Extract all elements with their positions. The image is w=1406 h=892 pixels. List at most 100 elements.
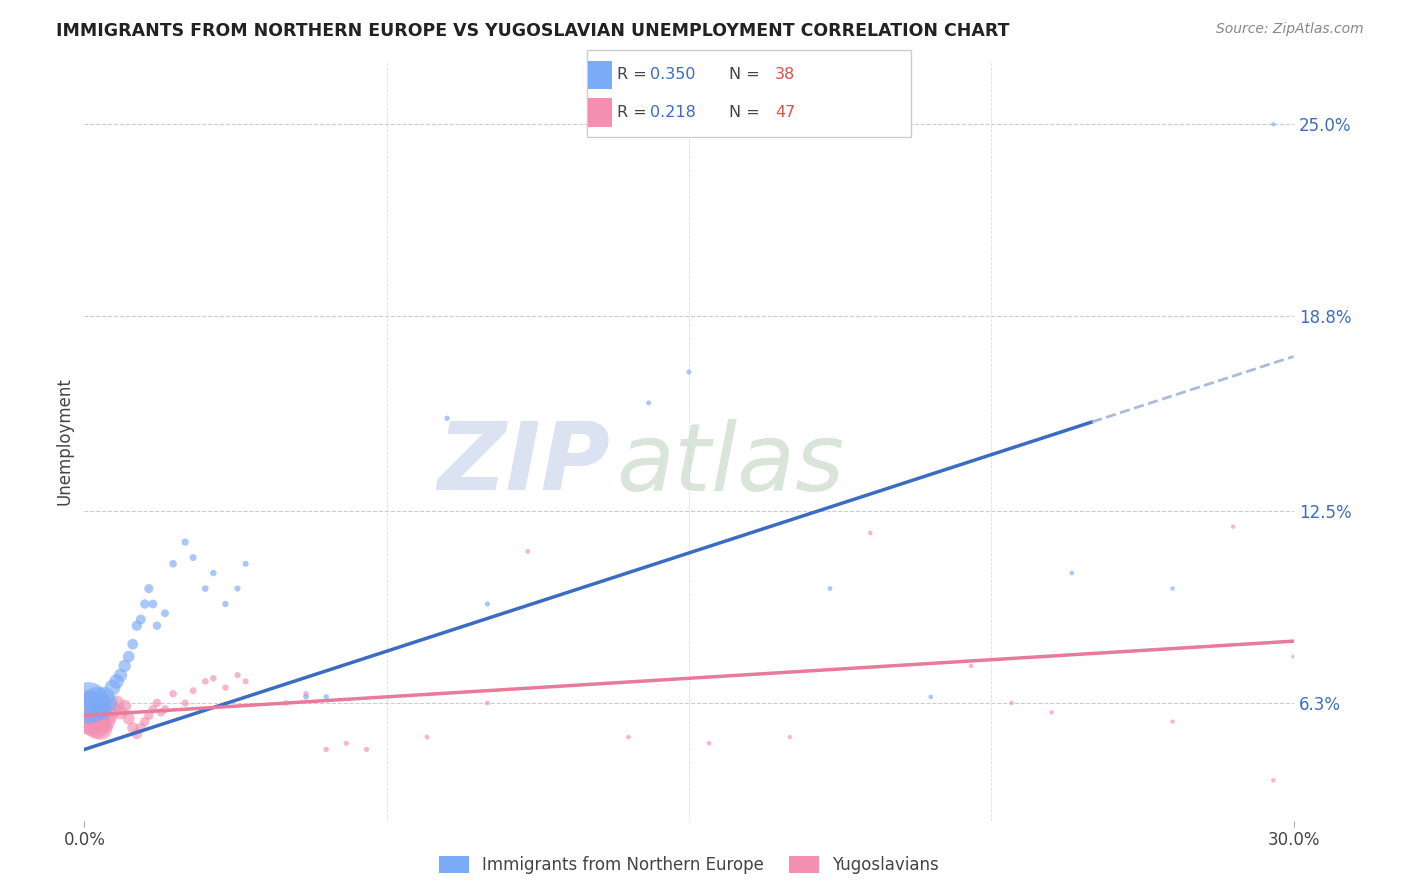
Point — [125, 727, 148, 741]
Point — [226, 582, 249, 596]
Point — [235, 557, 257, 571]
Point — [274, 696, 297, 710]
Point — [138, 582, 160, 596]
Point — [162, 557, 184, 571]
Point — [89, 721, 111, 735]
Point — [1161, 714, 1184, 729]
Point — [101, 702, 124, 716]
Point — [129, 612, 152, 626]
Point — [859, 525, 882, 540]
Point — [86, 693, 108, 707]
Point — [118, 712, 141, 726]
Text: N =: N = — [728, 68, 765, 82]
Point — [105, 674, 128, 689]
Point — [960, 659, 983, 673]
Text: Source: ZipAtlas.com: Source: ZipAtlas.com — [1216, 22, 1364, 37]
Point — [129, 721, 152, 735]
Point — [86, 717, 108, 731]
Point — [416, 730, 439, 744]
Y-axis label: Unemployment: Unemployment — [55, 377, 73, 506]
Point — [697, 736, 720, 750]
Point — [121, 721, 143, 735]
Point — [226, 668, 249, 682]
Point — [194, 674, 217, 689]
Point — [315, 742, 337, 756]
Point — [194, 582, 217, 596]
Point — [118, 649, 141, 664]
Text: R =: R = — [616, 68, 651, 82]
Text: R =: R = — [616, 105, 651, 120]
Point — [101, 681, 124, 695]
Point — [315, 690, 337, 704]
Point — [181, 550, 204, 565]
Point — [146, 696, 169, 710]
Point — [134, 714, 156, 729]
Point — [134, 597, 156, 611]
Point — [181, 683, 204, 698]
FancyBboxPatch shape — [589, 61, 612, 89]
Point — [1263, 773, 1285, 788]
Point — [214, 597, 236, 611]
Point — [295, 690, 318, 704]
Point — [110, 668, 132, 682]
Point — [174, 535, 197, 549]
Text: 38: 38 — [775, 68, 796, 82]
Point — [121, 637, 143, 651]
Point — [114, 659, 136, 673]
Point — [436, 411, 458, 425]
Text: 0.350: 0.350 — [650, 68, 695, 82]
Text: IMMIGRANTS FROM NORTHERN EUROPE VS YUGOSLAVIAN UNEMPLOYMENT CORRELATION CHART: IMMIGRANTS FROM NORTHERN EUROPE VS YUGOS… — [56, 22, 1010, 40]
FancyBboxPatch shape — [589, 98, 612, 127]
Point — [295, 687, 318, 701]
Point — [678, 365, 700, 379]
Point — [153, 607, 176, 621]
Point — [162, 687, 184, 701]
Point — [153, 702, 176, 716]
Point — [97, 708, 120, 723]
Point — [202, 566, 225, 580]
Text: 0.218: 0.218 — [650, 105, 696, 120]
Point — [1060, 566, 1083, 580]
Text: atlas: atlas — [616, 418, 845, 510]
Point — [174, 696, 197, 710]
Point — [335, 736, 357, 750]
Point — [110, 706, 132, 720]
Point — [477, 597, 499, 611]
Point — [1263, 117, 1285, 131]
Point — [214, 681, 236, 695]
Point — [1000, 696, 1022, 710]
Point — [77, 696, 100, 710]
FancyBboxPatch shape — [586, 50, 911, 137]
Text: 47: 47 — [775, 105, 796, 120]
Point — [149, 706, 172, 720]
Point — [1222, 519, 1244, 533]
Point — [77, 706, 100, 720]
Legend: Immigrants from Northern Europe, Yugoslavians: Immigrants from Northern Europe, Yugosla… — [432, 849, 946, 880]
Point — [82, 712, 104, 726]
Point — [125, 618, 148, 632]
Point — [138, 708, 160, 723]
Point — [142, 702, 165, 716]
Point — [114, 699, 136, 714]
Point — [202, 671, 225, 685]
Point — [89, 702, 111, 716]
Point — [142, 597, 165, 611]
Point — [516, 544, 538, 558]
Point — [920, 690, 942, 704]
Point — [97, 696, 120, 710]
Point — [356, 742, 378, 756]
Text: N =: N = — [728, 105, 765, 120]
Point — [779, 730, 801, 744]
Point — [1040, 706, 1063, 720]
Point — [637, 396, 659, 410]
Point — [93, 714, 115, 729]
Point — [93, 690, 115, 704]
Point — [235, 674, 257, 689]
Text: ZIP: ZIP — [437, 418, 610, 510]
Point — [146, 618, 169, 632]
Point — [818, 582, 841, 596]
Point — [1161, 582, 1184, 596]
Point — [105, 696, 128, 710]
Point — [1282, 649, 1305, 664]
Point — [617, 730, 640, 744]
